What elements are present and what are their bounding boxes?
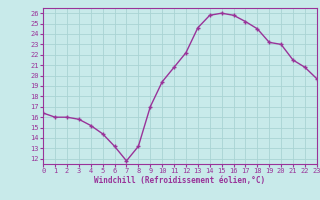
X-axis label: Windchill (Refroidissement éolien,°C): Windchill (Refroidissement éolien,°C)	[94, 176, 266, 185]
